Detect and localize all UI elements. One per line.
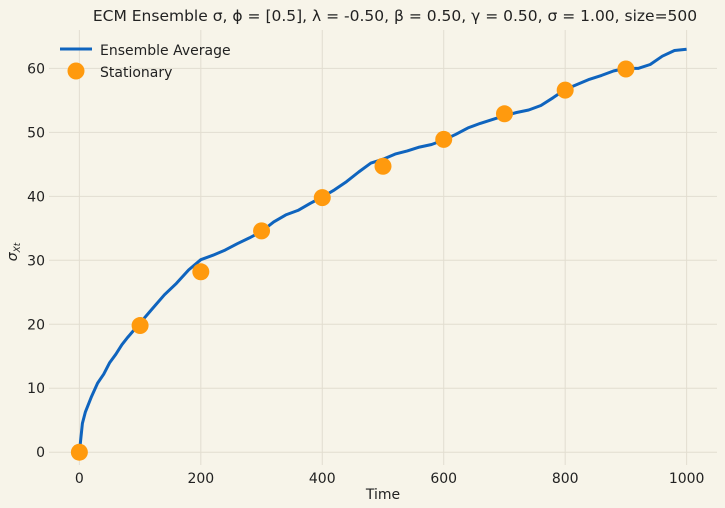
stationary-point <box>192 263 210 281</box>
y-axis-label-group: σXt <box>5 242 23 261</box>
legend: Ensemble Average Stationary <box>60 43 231 81</box>
stationary-point <box>70 443 88 461</box>
series-line-ensemble-average <box>77 47 687 453</box>
y-tick-label: 60 <box>27 61 45 77</box>
y-tick-label: 20 <box>27 317 45 333</box>
legend-label-ensemble-average: Ensemble Average <box>100 43 231 59</box>
x-tick-label: 400 <box>309 471 336 487</box>
y-axis-label-subscript: Xt <box>13 242 23 253</box>
stationary-point <box>313 189 331 207</box>
stationary-point <box>495 105 513 123</box>
legend-marker-swatch <box>67 62 85 80</box>
y-tick-label: 30 <box>27 253 45 269</box>
legend-label-stationary: Stationary <box>100 65 172 81</box>
x-tick-label: 600 <box>430 471 457 487</box>
grid <box>49 30 717 465</box>
x-tick-label: 200 <box>187 471 214 487</box>
x-tick-label: 1000 <box>669 471 705 487</box>
y-tick-label: 10 <box>27 381 45 397</box>
x-tick-labels: 0 200 400 600 800 1000 <box>75 471 705 487</box>
x-tick-label: 800 <box>552 471 579 487</box>
y-tick-label: 0 <box>36 445 45 461</box>
chart-title: ECM Ensemble σ, ϕ = [0.5], λ = -0.50, β … <box>93 7 697 25</box>
stationary-point <box>131 317 149 335</box>
y-axis-label: σXt <box>5 242 23 261</box>
stationary-point <box>556 81 574 99</box>
stationary-point <box>617 60 635 78</box>
y-tick-label: 50 <box>27 125 45 141</box>
y-tick-label: 40 <box>27 189 45 205</box>
x-axis-label: Time <box>365 487 400 503</box>
stationary-point <box>374 157 392 175</box>
series-markers-stationary <box>70 60 635 461</box>
x-tick-label: 0 <box>75 471 84 487</box>
stationary-point <box>435 130 453 148</box>
stationary-point <box>253 222 271 240</box>
y-axis-label-symbol: σ <box>5 251 21 261</box>
y-tick-labels: 0 10 20 30 40 50 60 <box>27 61 45 461</box>
